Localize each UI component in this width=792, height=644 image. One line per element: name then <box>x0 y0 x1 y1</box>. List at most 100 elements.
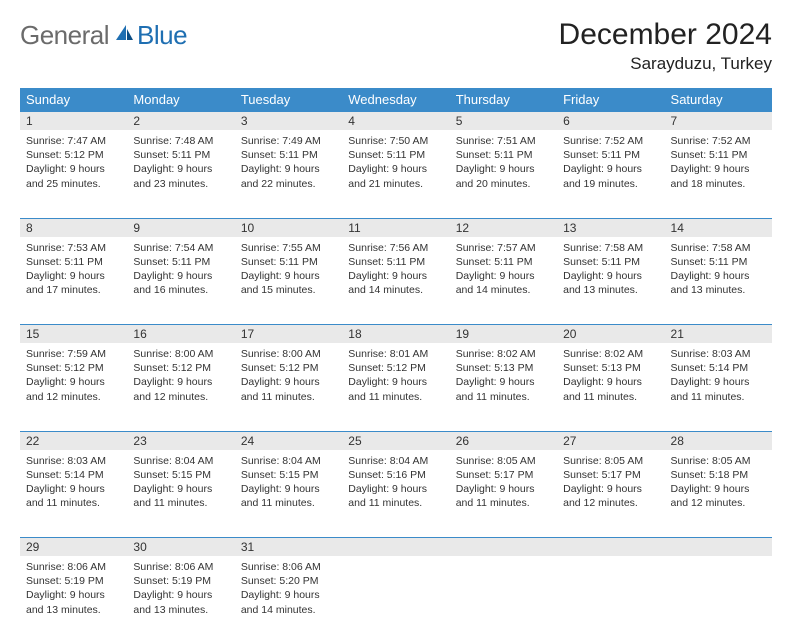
sunset-line: Sunset: 5:14 PM <box>671 361 766 375</box>
location: Sarayduzu, Turkey <box>559 54 772 74</box>
daylight-line: Daylight: 9 hours and 12 minutes. <box>133 375 228 403</box>
sunset-line: Sunset: 5:16 PM <box>348 468 443 482</box>
sunrise-line: Sunrise: 8:05 AM <box>456 454 551 468</box>
day-cell: Sunrise: 7:57 AMSunset: 5:11 PMDaylight:… <box>450 237 557 325</box>
sunset-line: Sunset: 5:19 PM <box>26 574 121 588</box>
day-number-cell: 10 <box>235 218 342 237</box>
sunrise-line: Sunrise: 8:01 AM <box>348 347 443 361</box>
day-number-cell: 19 <box>450 325 557 344</box>
day-body: Sunrise: 7:52 AMSunset: 5:11 PMDaylight:… <box>557 130 664 197</box>
sunrise-line: Sunrise: 8:02 AM <box>563 347 658 361</box>
sunset-line: Sunset: 5:11 PM <box>671 148 766 162</box>
col-thursday: Thursday <box>450 88 557 112</box>
sunrise-line: Sunrise: 7:54 AM <box>133 241 228 255</box>
day-body: Sunrise: 7:51 AMSunset: 5:11 PMDaylight:… <box>450 130 557 197</box>
sunset-line: Sunset: 5:11 PM <box>456 148 551 162</box>
sunrise-line: Sunrise: 8:06 AM <box>26 560 121 574</box>
day-cell: Sunrise: 7:53 AMSunset: 5:11 PMDaylight:… <box>20 237 127 325</box>
day-number-cell: 29 <box>20 538 127 557</box>
day-cell: Sunrise: 7:58 AMSunset: 5:11 PMDaylight:… <box>557 237 664 325</box>
day-cell: Sunrise: 7:50 AMSunset: 5:11 PMDaylight:… <box>342 130 449 218</box>
day-cell: Sunrise: 8:06 AMSunset: 5:19 PMDaylight:… <box>20 556 127 644</box>
day-cell: Sunrise: 7:55 AMSunset: 5:11 PMDaylight:… <box>235 237 342 325</box>
daylight-line: Daylight: 9 hours and 11 minutes. <box>241 375 336 403</box>
day-cell: Sunrise: 8:06 AMSunset: 5:19 PMDaylight:… <box>127 556 234 644</box>
day-cell <box>450 556 557 644</box>
day-number-cell: 1 <box>20 112 127 131</box>
title-block: December 2024 Sarayduzu, Turkey <box>559 18 772 74</box>
sunset-line: Sunset: 5:12 PM <box>241 361 336 375</box>
daylight-line: Daylight: 9 hours and 15 minutes. <box>241 269 336 297</box>
day-body: Sunrise: 7:48 AMSunset: 5:11 PMDaylight:… <box>127 130 234 197</box>
daylight-line: Daylight: 9 hours and 22 minutes. <box>241 162 336 190</box>
sunset-line: Sunset: 5:11 PM <box>26 255 121 269</box>
day-cell: Sunrise: 7:59 AMSunset: 5:12 PMDaylight:… <box>20 343 127 431</box>
day-cell <box>665 556 772 644</box>
daylight-line: Daylight: 9 hours and 14 minutes. <box>241 588 336 616</box>
day-body: Sunrise: 8:06 AMSunset: 5:19 PMDaylight:… <box>127 556 234 623</box>
sunrise-line: Sunrise: 7:58 AM <box>671 241 766 255</box>
sunset-line: Sunset: 5:11 PM <box>241 148 336 162</box>
sunset-line: Sunset: 5:11 PM <box>133 255 228 269</box>
sunset-line: Sunset: 5:11 PM <box>563 255 658 269</box>
day-number-row: 1234567 <box>20 112 772 131</box>
day-body-row: Sunrise: 8:03 AMSunset: 5:14 PMDaylight:… <box>20 450 772 538</box>
sunrise-line: Sunrise: 7:49 AM <box>241 134 336 148</box>
day-cell: Sunrise: 7:52 AMSunset: 5:11 PMDaylight:… <box>665 130 772 218</box>
sunrise-line: Sunrise: 7:59 AM <box>26 347 121 361</box>
day-body: Sunrise: 7:52 AMSunset: 5:11 PMDaylight:… <box>665 130 772 197</box>
sunrise-line: Sunrise: 7:56 AM <box>348 241 443 255</box>
daylight-line: Daylight: 9 hours and 19 minutes. <box>563 162 658 190</box>
day-cell: Sunrise: 8:01 AMSunset: 5:12 PMDaylight:… <box>342 343 449 431</box>
sunrise-line: Sunrise: 7:50 AM <box>348 134 443 148</box>
sunset-line: Sunset: 5:11 PM <box>671 255 766 269</box>
day-number-cell <box>450 538 557 557</box>
day-body: Sunrise: 8:03 AMSunset: 5:14 PMDaylight:… <box>665 343 772 410</box>
day-number-cell: 14 <box>665 218 772 237</box>
daylight-line: Daylight: 9 hours and 11 minutes. <box>456 375 551 403</box>
day-number-row: 891011121314 <box>20 218 772 237</box>
sunset-line: Sunset: 5:12 PM <box>26 361 121 375</box>
day-number-cell: 26 <box>450 431 557 450</box>
daylight-line: Daylight: 9 hours and 14 minutes. <box>456 269 551 297</box>
sunrise-line: Sunrise: 8:03 AM <box>26 454 121 468</box>
sunrise-line: Sunrise: 8:03 AM <box>671 347 766 361</box>
day-body-row: Sunrise: 7:47 AMSunset: 5:12 PMDaylight:… <box>20 130 772 218</box>
sunset-line: Sunset: 5:12 PM <box>26 148 121 162</box>
day-cell <box>557 556 664 644</box>
day-number-cell: 30 <box>127 538 234 557</box>
daylight-line: Daylight: 9 hours and 20 minutes. <box>456 162 551 190</box>
day-cell: Sunrise: 8:02 AMSunset: 5:13 PMDaylight:… <box>557 343 664 431</box>
sunset-line: Sunset: 5:11 PM <box>241 255 336 269</box>
daylight-line: Daylight: 9 hours and 13 minutes. <box>671 269 766 297</box>
day-cell: Sunrise: 8:05 AMSunset: 5:17 PMDaylight:… <box>557 450 664 538</box>
logo-text-general: General <box>20 20 109 51</box>
daylight-line: Daylight: 9 hours and 13 minutes. <box>26 588 121 616</box>
day-body: Sunrise: 7:58 AMSunset: 5:11 PMDaylight:… <box>557 237 664 304</box>
day-cell: Sunrise: 7:47 AMSunset: 5:12 PMDaylight:… <box>20 130 127 218</box>
daylight-line: Daylight: 9 hours and 16 minutes. <box>133 269 228 297</box>
col-friday: Friday <box>557 88 664 112</box>
sunrise-line: Sunrise: 8:05 AM <box>563 454 658 468</box>
day-number-cell: 27 <box>557 431 664 450</box>
daylight-line: Daylight: 9 hours and 17 minutes. <box>26 269 121 297</box>
day-body: Sunrise: 7:59 AMSunset: 5:12 PMDaylight:… <box>20 343 127 410</box>
day-number-cell: 5 <box>450 112 557 131</box>
day-cell: Sunrise: 7:51 AMSunset: 5:11 PMDaylight:… <box>450 130 557 218</box>
sunrise-line: Sunrise: 8:02 AM <box>456 347 551 361</box>
day-cell: Sunrise: 8:03 AMSunset: 5:14 PMDaylight:… <box>665 343 772 431</box>
sunset-line: Sunset: 5:17 PM <box>456 468 551 482</box>
logo-text-blue: Blue <box>137 20 187 51</box>
day-number-cell <box>557 538 664 557</box>
day-body: Sunrise: 8:00 AMSunset: 5:12 PMDaylight:… <box>235 343 342 410</box>
day-cell: Sunrise: 8:06 AMSunset: 5:20 PMDaylight:… <box>235 556 342 644</box>
sunrise-line: Sunrise: 8:00 AM <box>241 347 336 361</box>
day-number-cell: 2 <box>127 112 234 131</box>
sunrise-line: Sunrise: 8:06 AM <box>241 560 336 574</box>
day-body-row: Sunrise: 7:53 AMSunset: 5:11 PMDaylight:… <box>20 237 772 325</box>
day-number-cell: 4 <box>342 112 449 131</box>
day-number-row: 22232425262728 <box>20 431 772 450</box>
day-number-cell: 3 <box>235 112 342 131</box>
day-body-row: Sunrise: 7:59 AMSunset: 5:12 PMDaylight:… <box>20 343 772 431</box>
day-number-cell: 12 <box>450 218 557 237</box>
